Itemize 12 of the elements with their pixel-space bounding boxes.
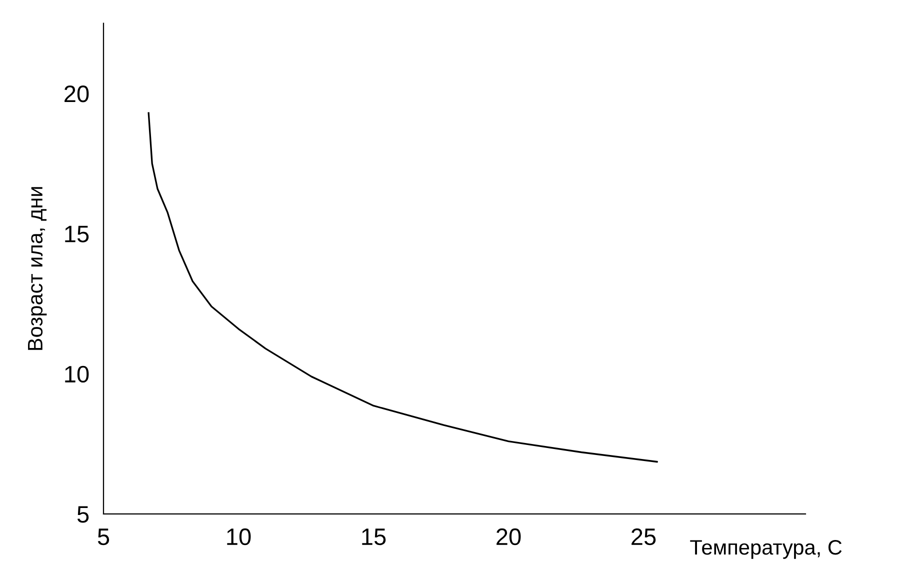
- x-tick-label: 5: [98, 528, 110, 546]
- x-tick-label: 15: [362, 528, 386, 546]
- y-tick-label: 10: [65, 366, 89, 383]
- x-tick-label: 10: [227, 528, 251, 546]
- x-tick-label: 25: [632, 528, 656, 546]
- y-tick-label: 5: [77, 506, 89, 523]
- y-tick-label: 20: [64, 86, 89, 102]
- x-axis-title: Температура, С: [690, 540, 842, 559]
- x-tick-label: 20: [496, 528, 521, 546]
- y-axis-title: Возраст ила, дни: [28, 187, 47, 350]
- line-series: [148, 112, 658, 463]
- y-tick-label: 15: [65, 226, 89, 242]
